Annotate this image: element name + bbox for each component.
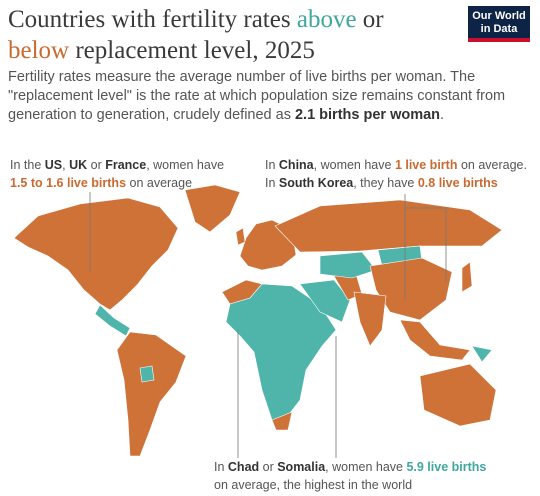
text: ,	[62, 158, 70, 172]
australia	[419, 363, 497, 427]
text: 5.9 live births	[406, 460, 487, 474]
title-above: above	[296, 6, 357, 33]
subtitle-text: Fertility rates measure the average numb…	[8, 69, 506, 123]
text: In	[265, 158, 279, 172]
text: In	[265, 176, 279, 190]
subtitle-bold: 2.1 births per woman	[294, 107, 441, 123]
papua-new-guinea	[471, 345, 493, 363]
text: on average, the highest in the world	[214, 478, 413, 492]
uk	[235, 227, 246, 246]
annotation-line: In Chad or Somalia, women have 5.9 live …	[214, 458, 486, 476]
text: , women have	[325, 460, 407, 474]
japan	[461, 261, 473, 293]
annotation: In the US, UK or France, women have 1.5 …	[10, 156, 224, 192]
middle-east	[299, 279, 351, 323]
text: 1 live birth	[394, 158, 458, 172]
text: on average	[126, 176, 193, 190]
title: Countries with fertility rates above or …	[8, 4, 448, 66]
annotation-line: In the US, UK or France, women have	[10, 156, 224, 174]
text: or	[87, 158, 106, 172]
bolivia	[139, 365, 155, 383]
southern-africa	[271, 411, 293, 431]
india	[353, 291, 387, 347]
logo-line: Our World	[472, 10, 526, 22]
south-america	[116, 331, 187, 457]
russia	[274, 199, 503, 253]
annotation-line: In South Korea, they have 0.8 live birth…	[265, 174, 527, 192]
text: France	[105, 158, 147, 172]
north-america	[13, 197, 179, 311]
title-text: Countries with fertility rates	[8, 6, 297, 33]
title-below: below	[8, 37, 70, 64]
southeast-asia	[399, 319, 471, 361]
central-asia	[319, 251, 377, 279]
text: South Korea	[278, 176, 354, 190]
leader-line	[404, 194, 447, 300]
annotation-line: 1.5 to 1.6 live births on average	[10, 174, 224, 192]
text: or	[259, 460, 278, 474]
text: , women have	[313, 158, 395, 172]
central-america	[94, 304, 131, 337]
text: US	[44, 158, 63, 172]
text: UK	[69, 158, 88, 172]
text: Somalia	[277, 460, 326, 474]
greenland	[184, 184, 241, 233]
text: Chad	[227, 460, 260, 474]
annotation-line: on average, the highest in the world	[214, 476, 486, 494]
text: In the	[10, 158, 45, 172]
annotation: In China, women have 1 live birth on ave…	[265, 156, 527, 192]
text: In	[214, 460, 228, 474]
text: 0.8 live births	[417, 176, 498, 190]
subtitle: Fertility rates measure the average numb…	[8, 68, 533, 125]
leader-line	[237, 330, 337, 458]
text: China	[278, 158, 314, 172]
text: 1.5 to 1.6 live births	[10, 176, 127, 190]
title-text: or	[356, 6, 384, 33]
annotation: In Chad or Somalia, women have 5.9 live …	[214, 458, 486, 494]
africa	[225, 283, 337, 421]
annotation-line: In China, women have 1 live birth on ave…	[265, 156, 527, 174]
text: , they have	[353, 176, 418, 190]
logo: Our World in Data	[468, 6, 530, 42]
title-text: replacement level, 2025	[69, 37, 315, 64]
text: , women have	[146, 158, 225, 172]
subtitle-text: .	[440, 107, 445, 123]
logo-line: in Data	[480, 23, 518, 35]
text: on average.	[457, 158, 527, 172]
china	[369, 257, 453, 321]
